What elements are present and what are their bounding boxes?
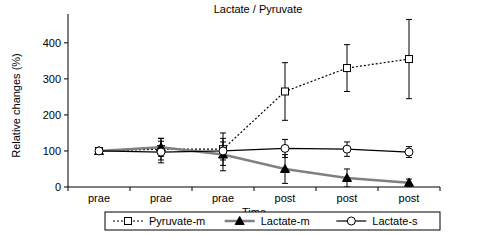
error-cap: [406, 146, 412, 147]
legend-label: Lactate-s: [372, 215, 418, 227]
error-cap: [220, 170, 226, 171]
y-tick: [64, 42, 68, 43]
x-tick: [440, 187, 441, 191]
x-tick: [130, 187, 131, 191]
plot-area: [95, 19, 414, 187]
error-cap: [406, 98, 412, 99]
point: [344, 65, 351, 72]
error-cap: [344, 187, 350, 188]
error-cap: [158, 138, 164, 139]
x-tick-label: prae: [88, 192, 110, 204]
x-tick: [192, 187, 193, 191]
legend-box: [105, 212, 440, 230]
error-cap: [220, 159, 226, 160]
error-cap: [158, 162, 164, 163]
error-cap: [282, 139, 288, 140]
error-cap: [220, 138, 226, 139]
x-tick: [378, 187, 379, 191]
point: [95, 147, 103, 155]
series-line: [99, 148, 409, 152]
error-cap: [282, 62, 288, 63]
point: [281, 144, 289, 152]
error-cap: [406, 157, 412, 158]
y-axis: [68, 14, 69, 187]
x-tick-label: post: [337, 192, 358, 204]
legend: Pyruvate-m Lactate-m Lactate-s: [105, 212, 440, 230]
point: [343, 173, 352, 181]
y-tick: [64, 150, 68, 151]
legend-marker: [125, 218, 132, 225]
legend-label: Lactate-m: [261, 215, 310, 227]
series-line: [99, 147, 409, 182]
x-tick-label: prae: [150, 192, 172, 204]
y-tick-label: 0: [55, 181, 61, 193]
point: [343, 145, 351, 153]
point: [157, 148, 165, 156]
point: [96, 147, 103, 154]
error-cap: [282, 157, 288, 158]
error-cap: [406, 19, 412, 20]
y-tick: [64, 78, 68, 79]
point: [95, 146, 104, 154]
legend-marker: [347, 217, 355, 225]
error-cap: [220, 141, 226, 142]
error-cap: [344, 141, 350, 142]
error-cap: [344, 156, 350, 157]
error-cap: [282, 183, 288, 184]
error-cap: [344, 91, 350, 92]
error-cap: [282, 120, 288, 121]
error-bar: [406, 19, 412, 98]
error-bar: [282, 139, 288, 157]
point: [219, 147, 227, 155]
y-tick-label: 100: [43, 145, 61, 157]
error-cap: [344, 44, 350, 45]
chart: Lactate / Pyruvate 0 100 200 300 400 prae prae p…: [0, 0, 500, 235]
y-tick-label: 300: [43, 73, 61, 85]
error-bar: [344, 142, 350, 156]
x-tick: [68, 187, 69, 191]
x-tick: [254, 187, 255, 191]
x-tick-label: post: [275, 192, 296, 204]
error-cap: [220, 132, 226, 133]
x-tick: [316, 187, 317, 191]
x-tick-label: post: [399, 192, 420, 204]
point: [406, 56, 413, 63]
error-bar: [220, 142, 226, 160]
y-tick-label: 200: [43, 109, 61, 121]
error-cap: [158, 141, 164, 142]
error-bar: [344, 45, 350, 92]
error-cap: [158, 138, 164, 139]
error-cap: [344, 168, 350, 169]
error-bar: [220, 138, 226, 170]
point: [281, 164, 290, 172]
error-bar: [282, 63, 288, 121]
y-tick: [64, 114, 68, 115]
error-bar: [158, 141, 164, 163]
y-tick-label: 400: [43, 37, 61, 49]
point: [405, 178, 414, 186]
error-bar: [406, 147, 412, 158]
y-axis-label: Relative changes (%): [10, 53, 22, 158]
y-tick: [64, 187, 68, 188]
x-tick-label: prae: [212, 192, 234, 204]
point: [405, 148, 413, 156]
title: Lactate / Pyruvate: [214, 3, 303, 15]
point: [282, 88, 289, 95]
legend-label: Pyruvate-m: [149, 215, 205, 227]
legend-marker: [235, 217, 244, 225]
series-line: [99, 59, 409, 151]
